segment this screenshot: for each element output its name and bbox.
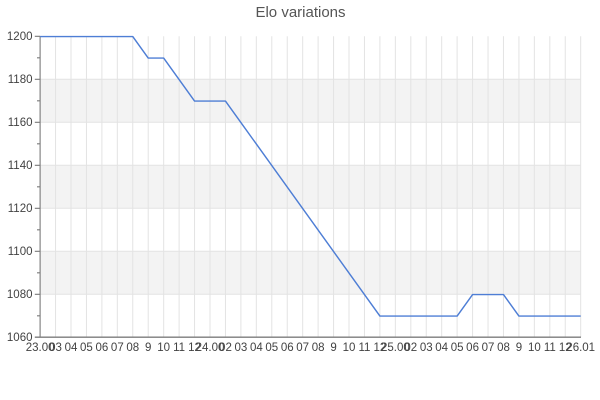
svg-text:07: 07 <box>111 342 124 354</box>
svg-text:03: 03 <box>420 342 433 354</box>
svg-text:08: 08 <box>497 342 510 354</box>
svg-text:1200: 1200 <box>7 31 33 43</box>
svg-text:04: 04 <box>65 342 78 354</box>
svg-text:12: 12 <box>188 342 201 354</box>
svg-text:9: 9 <box>330 342 336 354</box>
svg-text:07: 07 <box>482 342 495 354</box>
svg-text:12: 12 <box>559 342 572 354</box>
svg-text:23.00: 23.00 <box>26 342 55 354</box>
svg-text:11: 11 <box>358 342 370 354</box>
svg-text:11: 11 <box>173 342 185 354</box>
svg-text:02: 02 <box>404 342 417 354</box>
svg-text:1140: 1140 <box>8 160 33 172</box>
svg-text:08: 08 <box>312 342 325 354</box>
svg-text:05: 05 <box>451 342 464 354</box>
svg-text:05: 05 <box>265 342 278 354</box>
svg-text:1100: 1100 <box>8 246 33 258</box>
svg-text:Elo variations: Elo variations <box>255 4 345 21</box>
svg-text:06: 06 <box>95 342 108 354</box>
svg-text:10: 10 <box>343 342 356 354</box>
svg-text:9: 9 <box>145 342 151 354</box>
svg-text:24.00: 24.00 <box>196 342 225 354</box>
svg-text:06: 06 <box>281 342 294 354</box>
svg-text:05: 05 <box>80 342 93 354</box>
svg-text:06: 06 <box>466 342 479 354</box>
svg-text:10: 10 <box>157 342 170 354</box>
svg-text:08: 08 <box>126 342 139 354</box>
svg-text:9: 9 <box>516 342 522 354</box>
svg-text:1180: 1180 <box>8 74 33 86</box>
svg-text:1160: 1160 <box>8 117 33 129</box>
svg-text:25.00: 25.00 <box>381 342 410 354</box>
svg-text:10: 10 <box>528 342 541 354</box>
svg-text:03: 03 <box>49 342 62 354</box>
svg-text:03: 03 <box>234 342 247 354</box>
svg-text:11: 11 <box>544 342 556 354</box>
svg-text:26.01: 26.01 <box>566 342 595 354</box>
svg-text:04: 04 <box>250 342 263 354</box>
svg-text:1120: 1120 <box>8 203 33 215</box>
svg-text:12: 12 <box>374 342 387 354</box>
svg-text:02: 02 <box>219 342 232 354</box>
svg-text:07: 07 <box>296 342 309 354</box>
svg-text:1080: 1080 <box>7 289 33 301</box>
svg-text:04: 04 <box>435 342 448 354</box>
svg-text:1060: 1060 <box>7 332 33 344</box>
